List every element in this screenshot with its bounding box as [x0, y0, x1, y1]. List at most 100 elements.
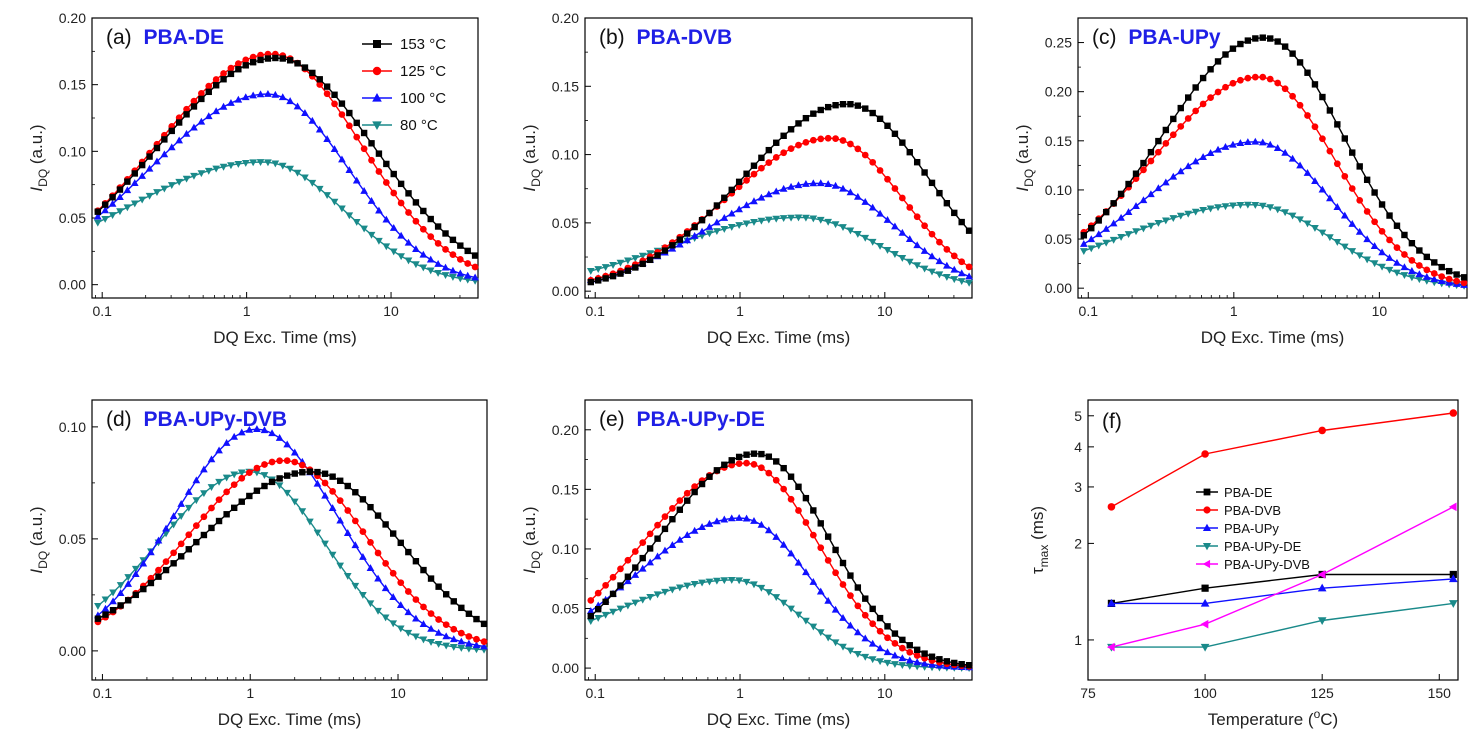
data-point — [1201, 584, 1209, 592]
data-point — [950, 276, 959, 284]
panel-title: (e) PBA-UPy-DE — [599, 408, 765, 431]
data-point — [921, 222, 928, 230]
data-point — [1229, 79, 1237, 87]
data-point — [661, 247, 669, 254]
data-point — [876, 614, 884, 622]
data-point — [653, 591, 662, 599]
data-point — [309, 69, 316, 77]
data-point — [1448, 600, 1458, 608]
data-point — [183, 105, 190, 113]
data-point — [124, 579, 133, 587]
plot-frame — [91, 17, 479, 299]
data-point — [616, 605, 625, 613]
data-point — [472, 641, 481, 649]
data-point — [412, 558, 420, 565]
data-point — [831, 639, 840, 647]
legend-label: PBA-UPy-DVB — [1224, 557, 1310, 572]
data-point — [223, 488, 230, 496]
data-point — [1079, 248, 1088, 255]
data-point — [338, 111, 346, 118]
data-point — [928, 179, 936, 187]
x-tick-label: 10 — [877, 685, 893, 701]
data-point — [1281, 85, 1289, 93]
x-tick-label: 100 — [1193, 685, 1217, 701]
data-point — [1378, 201, 1386, 208]
series-line — [1083, 141, 1465, 286]
data-point — [921, 169, 928, 176]
data-point — [943, 261, 951, 269]
legend-label: 125 °C — [400, 63, 446, 80]
data-point — [780, 485, 788, 493]
legend-label: 100 °C — [400, 90, 446, 107]
data-point — [169, 512, 178, 520]
data-point — [1184, 210, 1193, 218]
data-point — [920, 265, 929, 273]
data-point — [1140, 166, 1147, 174]
legend-marker — [373, 40, 381, 48]
x-tick-label: 0.1 — [93, 685, 113, 701]
data-point — [212, 107, 220, 115]
data-point — [162, 566, 170, 574]
series-line — [1083, 203, 1465, 287]
data-point — [465, 610, 473, 617]
data-point — [366, 564, 375, 572]
data-point — [449, 236, 457, 244]
series-100C — [586, 179, 973, 283]
y-tick-label: 4 — [1074, 439, 1082, 455]
data-point — [1229, 202, 1237, 210]
data-point — [595, 277, 602, 284]
data-point — [161, 136, 168, 143]
data-point — [1326, 234, 1334, 242]
data-point — [1191, 208, 1200, 216]
data-point — [1162, 178, 1170, 186]
data-point — [638, 564, 647, 572]
data-point — [294, 60, 301, 67]
data-point — [869, 158, 877, 166]
data-point — [586, 607, 595, 615]
data-point — [275, 482, 284, 490]
data-point — [427, 624, 435, 632]
data-point — [1348, 185, 1356, 192]
data-point — [162, 558, 170, 565]
data-point — [758, 154, 765, 162]
data-point — [198, 95, 205, 103]
data-point — [690, 581, 699, 588]
series-line — [1111, 578, 1454, 605]
data-point — [381, 584, 390, 592]
data-point — [957, 278, 966, 286]
data-point — [602, 275, 609, 282]
data-point — [1169, 131, 1177, 139]
y-axis-title-sub: max — [1037, 545, 1051, 568]
data-point — [831, 221, 840, 229]
data-point — [795, 483, 802, 490]
data-point — [145, 192, 154, 200]
data-point — [713, 467, 721, 474]
data-point — [624, 556, 632, 564]
data-point — [471, 263, 479, 271]
data-point — [457, 242, 464, 249]
data-point — [913, 241, 922, 249]
panel-name: PBA-UPy — [1128, 26, 1221, 49]
data-point — [456, 269, 465, 277]
data-point — [1311, 224, 1319, 232]
data-point — [816, 216, 825, 224]
data-point — [1281, 209, 1289, 217]
data-point — [958, 218, 965, 226]
data-point — [457, 644, 466, 652]
data-point — [94, 615, 102, 622]
data-point — [862, 105, 869, 112]
data-point — [683, 489, 691, 497]
panel-title: (b) PBA-DVB — [599, 26, 732, 49]
data-point — [1445, 267, 1453, 275]
series-line — [97, 428, 485, 648]
data-point — [817, 544, 825, 552]
data-point — [272, 54, 279, 62]
y-tick-label: 0.00 — [552, 283, 579, 299]
data-point — [359, 496, 367, 503]
data-point — [780, 464, 787, 472]
data-point — [321, 491, 329, 499]
data-point — [396, 601, 405, 609]
data-point — [352, 219, 361, 226]
data-point — [275, 434, 284, 441]
data-point — [750, 516, 758, 524]
